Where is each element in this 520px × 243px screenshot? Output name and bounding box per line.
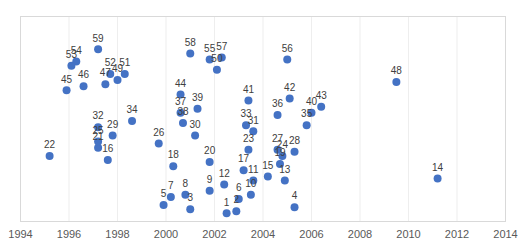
svg-text:6: 6	[236, 182, 242, 193]
svg-text:2: 2	[234, 194, 240, 205]
svg-text:22: 22	[44, 139, 56, 150]
svg-text:36: 36	[272, 98, 284, 109]
svg-text:28: 28	[289, 135, 301, 146]
svg-text:2010: 2010	[396, 228, 420, 240]
svg-text:1994: 1994	[8, 228, 32, 240]
svg-text:11: 11	[248, 164, 259, 175]
svg-text:48: 48	[391, 65, 403, 76]
svg-text:35: 35	[301, 108, 313, 119]
svg-text:50: 50	[211, 53, 223, 64]
svg-text:34: 34	[126, 104, 138, 115]
svg-text:5: 5	[161, 188, 167, 199]
svg-text:2000: 2000	[154, 228, 178, 240]
svg-text:46: 46	[78, 69, 90, 80]
svg-text:3: 3	[187, 192, 193, 203]
svg-text:29: 29	[107, 119, 119, 130]
svg-text:12: 12	[219, 168, 231, 179]
svg-text:21: 21	[92, 130, 104, 142]
svg-text:9: 9	[207, 174, 213, 185]
svg-text:32: 32	[93, 110, 105, 121]
svg-text:20: 20	[204, 145, 216, 156]
svg-text:51: 51	[119, 57, 131, 68]
svg-text:2002: 2002	[202, 228, 226, 240]
svg-text:2004: 2004	[251, 228, 275, 240]
svg-text:40: 40	[305, 96, 318, 107]
svg-text:42: 42	[284, 82, 296, 93]
svg-text:55: 55	[204, 43, 216, 54]
svg-text:58: 58	[185, 37, 197, 48]
svg-text:57: 57	[216, 41, 228, 52]
svg-text:1998: 1998	[105, 228, 129, 240]
svg-text:38: 38	[177, 106, 189, 117]
svg-text:2006: 2006	[299, 228, 323, 240]
svg-text:24: 24	[276, 139, 288, 151]
svg-text:1: 1	[224, 197, 230, 208]
svg-text:2012: 2012	[445, 228, 469, 240]
svg-text:47: 47	[100, 67, 112, 78]
svg-text:2014: 2014	[493, 228, 517, 240]
svg-text:41: 41	[243, 84, 255, 95]
svg-text:43: 43	[316, 90, 328, 101]
svg-text:14: 14	[432, 162, 444, 173]
svg-text:52: 52	[105, 57, 117, 68]
svg-text:7: 7	[168, 180, 174, 191]
svg-text:39: 39	[192, 92, 204, 103]
svg-text:30: 30	[190, 119, 202, 130]
svg-text:18: 18	[168, 149, 180, 160]
svg-text:27: 27	[272, 133, 284, 144]
svg-text:4: 4	[292, 190, 298, 201]
svg-text:45: 45	[61, 74, 73, 85]
svg-text:59: 59	[93, 33, 105, 44]
svg-text:8: 8	[183, 178, 189, 189]
svg-text:17: 17	[238, 153, 250, 164]
svg-text:26: 26	[153, 127, 165, 138]
svg-text:13: 13	[279, 164, 291, 175]
svg-text:54: 54	[71, 45, 83, 56]
svg-text:44: 44	[175, 78, 187, 89]
svg-text:1996: 1996	[57, 228, 81, 240]
svg-text:56: 56	[282, 43, 294, 54]
svg-text:25: 25	[93, 125, 105, 136]
svg-text:31: 31	[247, 114, 259, 126]
svg-text:19: 19	[274, 147, 286, 159]
svg-text:23: 23	[243, 133, 255, 144]
svg-text:16: 16	[102, 143, 114, 154]
svg-text:2008: 2008	[348, 228, 372, 240]
svg-text:15: 15	[262, 160, 274, 171]
svg-text:37: 37	[175, 96, 187, 107]
svg-text:49: 49	[111, 63, 124, 75]
svg-text:10: 10	[245, 178, 257, 189]
svg-text:33: 33	[240, 108, 252, 119]
